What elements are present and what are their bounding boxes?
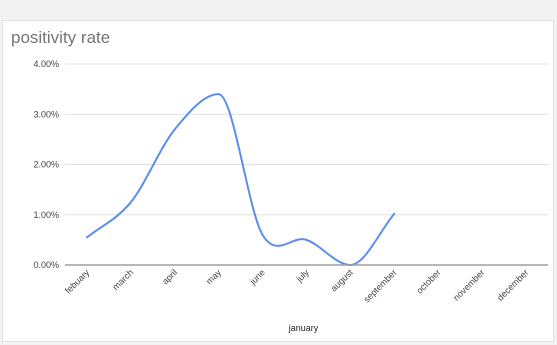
- series-lines: [85, 93, 396, 266]
- chart-title: positivity rate: [11, 28, 111, 47]
- y-tick-label: 2.00%: [33, 160, 59, 170]
- y-tick-label: 0.00%: [33, 260, 59, 270]
- x-tick-label: july: [294, 267, 312, 285]
- chart-card: positivity rate 0.00% 1.00% 2.00% 3.00% 4.00…: [2, 20, 554, 342]
- x-tick-label: april: [160, 267, 179, 286]
- x-tick-label: september: [362, 267, 399, 304]
- x-tick-label: may: [204, 267, 223, 286]
- x-tick-label: march: [111, 267, 136, 292]
- x-tick-label: october: [414, 267, 442, 295]
- x-tick-label: december: [495, 267, 530, 302]
- y-tick-label: 3.00%: [33, 109, 59, 119]
- y-tick-label: 1.00%: [33, 210, 59, 220]
- x-axis: febuary march april may june july august septem…: [63, 264, 548, 304]
- x-tick-label: august: [329, 267, 356, 294]
- x-tick-label: june: [247, 267, 267, 287]
- x-tick-label: november: [451, 267, 486, 302]
- y-tick-label: 4.00%: [33, 59, 59, 69]
- x-axis-title: january: [288, 323, 319, 333]
- series-line: [85, 93, 396, 266]
- line-chart: 0.00% 1.00% 2.00% 3.00% 4.00% febuary march ap…: [33, 59, 548, 333]
- gridlines: [65, 63, 548, 216]
- x-tick-label: febuary: [63, 267, 92, 296]
- y-axis: 0.00% 1.00% 2.00% 3.00% 4.00%: [33, 59, 59, 270]
